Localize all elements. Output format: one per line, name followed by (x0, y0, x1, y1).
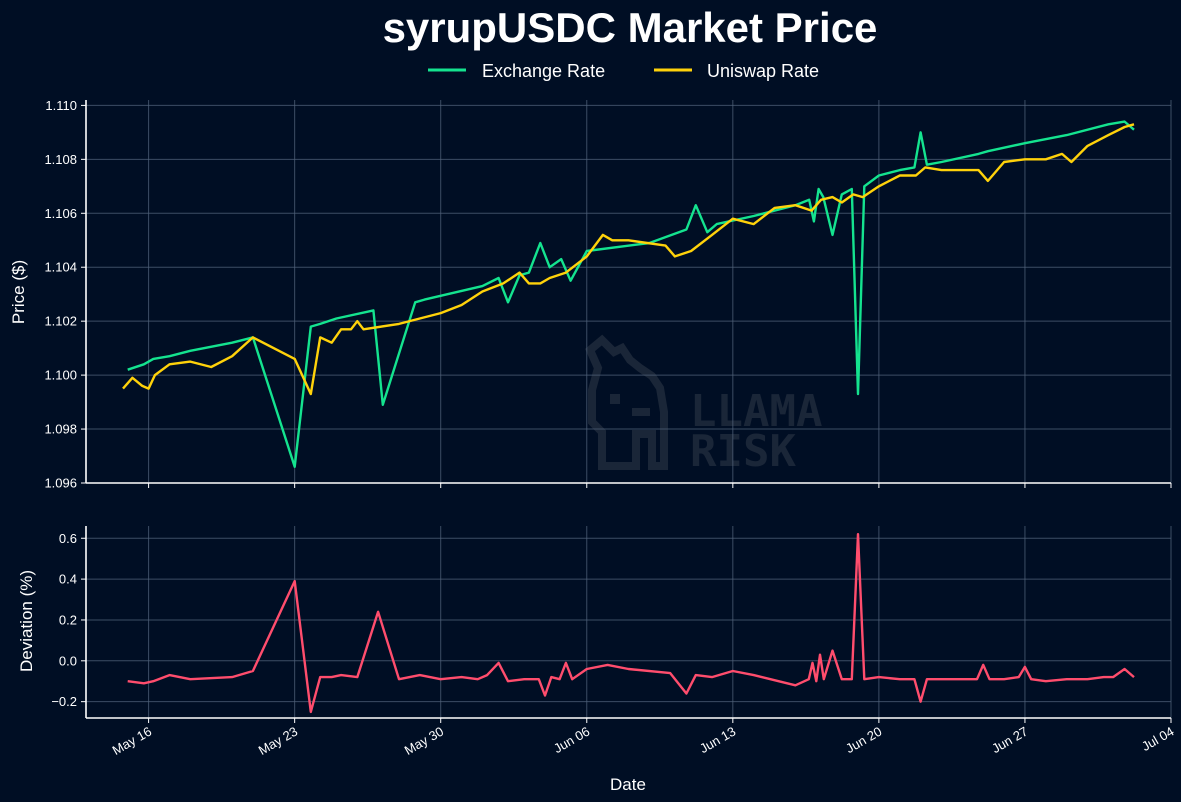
bottom-y-tick-label: 0.6 (59, 531, 77, 546)
top-y-axis-label: Price ($) (9, 260, 28, 324)
bottom-y-tick-label: 0.4 (59, 572, 77, 587)
bottom-y-axis-label: Deviation (%) (17, 570, 36, 672)
watermark-text-line1: LLAMA (690, 386, 822, 437)
legend: Exchange Rate Uniswap Rate (428, 61, 819, 81)
bottom-series-group (127, 533, 1135, 714)
bottom-y-tick-label: 0.2 (59, 612, 77, 627)
top-y-tick-label: 1.104 (44, 260, 77, 275)
top-y-tick-label: 1.100 (44, 368, 77, 383)
legend-label-exchange: Exchange Rate (482, 61, 605, 81)
top-y-tick-label: 1.106 (44, 206, 77, 221)
top-y-tick-label: 1.110 (45, 98, 77, 113)
legend-label-uniswap: Uniswap Rate (707, 61, 819, 81)
watermark: LLAMA RISK (585, 334, 822, 477)
watermark-text-line2: RISK (690, 426, 796, 477)
series-line-deviation (127, 533, 1135, 714)
x-axis-label: Date (610, 775, 646, 794)
bottom-y-tick-label: 0.0 (59, 653, 77, 668)
top-y-tick-label: 1.096 (44, 476, 77, 491)
top-y-tick-label: 1.108 (44, 152, 77, 167)
top-y-tick-label: 1.102 (44, 314, 77, 329)
bottom-grid (86, 526, 1172, 718)
series-line-exchange-rate (127, 120, 1135, 468)
bottom-y-tick-label: −0.2 (51, 694, 77, 709)
top-series-group (122, 120, 1135, 468)
top-axes: 1.096 1.098 1.100 1.102 1.104 1.106 1.108 1.110 (44, 98, 1172, 491)
chart-title: syrupUSDC Market Price (383, 4, 878, 51)
llama-logo-icon (585, 334, 668, 470)
top-y-tick-label: 1.098 (44, 422, 77, 437)
series-line-uniswap-rate (122, 123, 1135, 396)
